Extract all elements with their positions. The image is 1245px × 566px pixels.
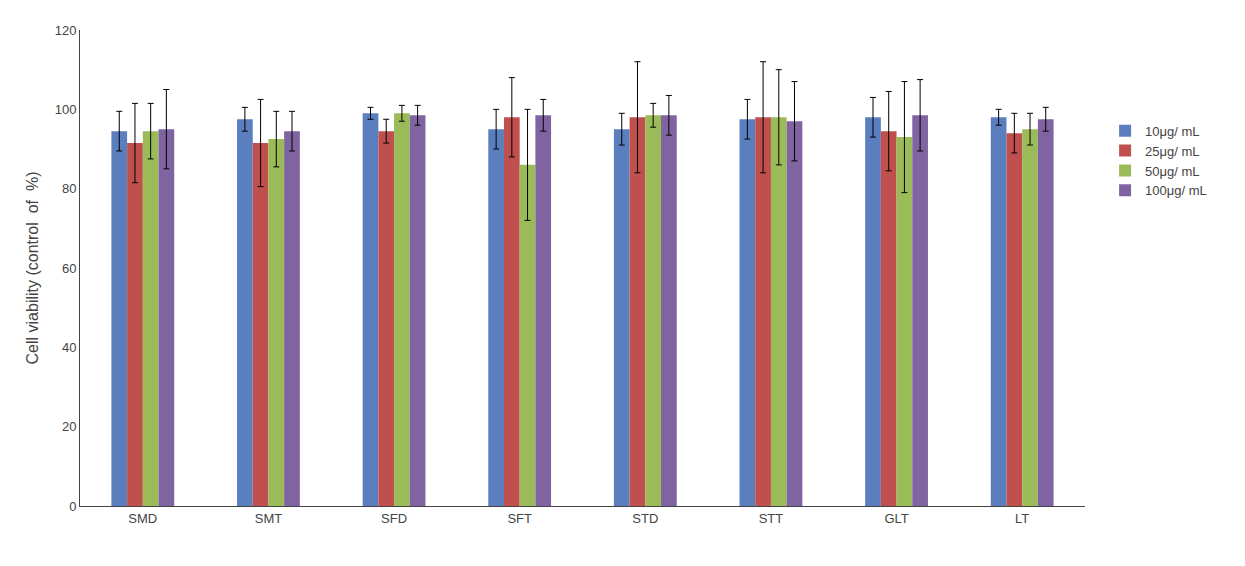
svg-text:20: 20: [62, 419, 76, 434]
svg-text:LT: LT: [1015, 511, 1029, 526]
svg-text:120: 120: [55, 23, 77, 38]
svg-text:60: 60: [62, 261, 76, 276]
svg-text:80: 80: [62, 181, 76, 196]
svg-text:STT: STT: [759, 511, 784, 526]
svg-text:25μg/ mL: 25μg/ mL: [1145, 144, 1199, 159]
svg-text:SMD: SMD: [128, 511, 157, 526]
svg-text:50μg/ mL: 50μg/ mL: [1145, 164, 1199, 179]
svg-text:10μg/ mL: 10μg/ mL: [1145, 124, 1199, 139]
svg-text:SFD: SFD: [381, 511, 407, 526]
svg-text:SFT: SFT: [507, 511, 532, 526]
svg-text:STD: STD: [632, 511, 658, 526]
svg-text:100μg/ mL: 100μg/ mL: [1145, 183, 1207, 198]
svg-text:40: 40: [62, 340, 76, 355]
svg-text:SMT: SMT: [255, 511, 283, 526]
svg-text:100: 100: [55, 102, 77, 117]
svg-text:GLT: GLT: [884, 511, 908, 526]
svg-text:0: 0: [69, 499, 76, 514]
svg-text:Cell viability (control of %: Cell viability (control of %): [24, 172, 41, 365]
